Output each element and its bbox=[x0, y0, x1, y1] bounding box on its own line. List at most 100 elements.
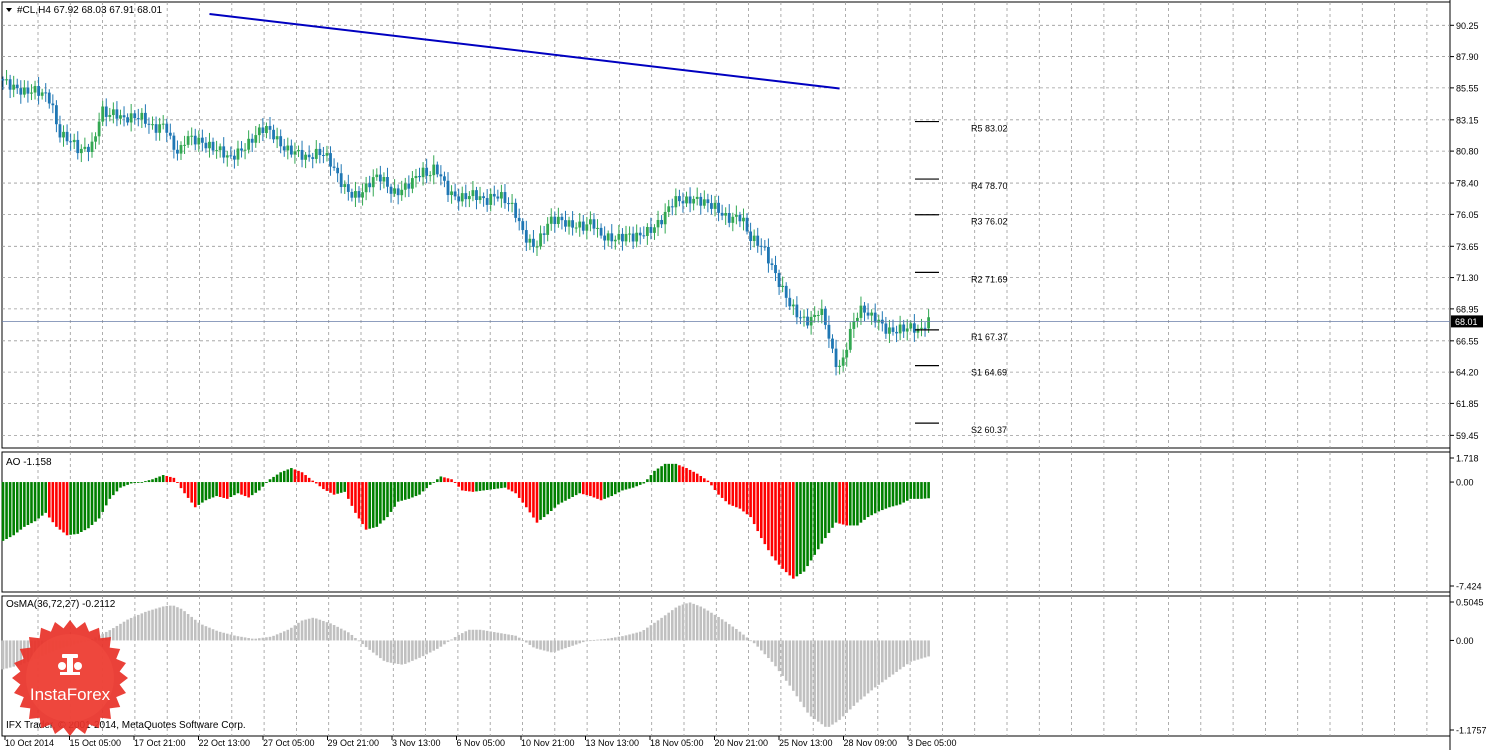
indicator-bar bbox=[293, 625, 297, 641]
candle-body bbox=[856, 317, 859, 322]
candle-body bbox=[97, 121, 101, 137]
candle-body bbox=[26, 87, 30, 94]
candle-body bbox=[119, 115, 122, 119]
candle-body bbox=[870, 312, 874, 316]
indicator-bar bbox=[727, 482, 731, 505]
candle-body bbox=[389, 186, 393, 194]
indicator-bar bbox=[172, 605, 176, 641]
trendline[interactable] bbox=[209, 12, 840, 90]
candle-body bbox=[197, 137, 201, 145]
price-tick-label: 76.05 bbox=[1456, 210, 1479, 220]
indicator-bar bbox=[624, 635, 628, 641]
indicator-bar bbox=[222, 632, 226, 641]
indicator-bar bbox=[393, 640, 396, 664]
candle-body bbox=[784, 285, 788, 298]
candle-body bbox=[144, 112, 147, 124]
candle-body bbox=[55, 105, 58, 125]
candle-body bbox=[532, 238, 535, 247]
indicator-bar bbox=[318, 619, 322, 641]
pivot-level-label: S1 64.69 bbox=[971, 368, 1007, 378]
indicator-bar bbox=[304, 619, 307, 641]
indicator-bar bbox=[927, 482, 930, 499]
indicator-bar bbox=[1, 640, 5, 670]
indicator-bar bbox=[539, 482, 542, 520]
indicator-bar bbox=[450, 639, 453, 641]
indicator-bar bbox=[76, 482, 80, 534]
indicator-bar bbox=[806, 640, 809, 713]
indicator-bar bbox=[233, 635, 236, 641]
indicator-tick-label: -1.1757 bbox=[1456, 726, 1487, 736]
candle-body bbox=[318, 148, 322, 155]
candle-body bbox=[692, 198, 696, 204]
dropdown-triangle-icon[interactable] bbox=[6, 8, 12, 12]
indicator-bar bbox=[571, 482, 574, 497]
candle-body bbox=[403, 183, 407, 190]
indicator-bar bbox=[891, 482, 895, 507]
indicator-bar bbox=[660, 466, 663, 483]
indicator-bar bbox=[638, 631, 642, 641]
candle-body bbox=[763, 246, 767, 248]
candle-body bbox=[556, 216, 560, 224]
indicator-bar bbox=[40, 482, 44, 516]
candle-body bbox=[553, 216, 557, 224]
indicator-bar bbox=[681, 466, 685, 483]
indicator-bar bbox=[507, 634, 510, 641]
candle-body bbox=[190, 135, 194, 137]
candle-body bbox=[923, 327, 927, 329]
indicator-bar bbox=[724, 621, 727, 641]
indicator-bar bbox=[485, 482, 489, 490]
indicator-bar bbox=[108, 630, 112, 641]
indicator-bar bbox=[795, 482, 799, 577]
indicator-bar bbox=[265, 482, 268, 483]
indicator-bar bbox=[403, 482, 407, 500]
candle-body bbox=[841, 357, 845, 366]
indicator-bar bbox=[806, 482, 809, 567]
indicator-bar bbox=[140, 613, 144, 641]
candle-body bbox=[752, 235, 756, 242]
candle-body bbox=[307, 154, 311, 158]
candle-body bbox=[774, 265, 777, 274]
time-tick-label: 22 Oct 13:00 bbox=[199, 738, 251, 748]
candle-body bbox=[500, 192, 503, 199]
indicator-bar bbox=[104, 482, 108, 506]
indicator-bar bbox=[621, 482, 624, 491]
time-tick-label: 17 Oct 21:00 bbox=[134, 738, 186, 748]
candle-body bbox=[589, 219, 592, 225]
candle-body bbox=[638, 232, 642, 236]
indicator-bar bbox=[304, 475, 307, 483]
indicator-bar bbox=[759, 640, 763, 651]
indicator-bar bbox=[670, 463, 674, 483]
indicator-bar bbox=[414, 640, 418, 660]
candle-body bbox=[656, 219, 660, 228]
candle-body bbox=[745, 217, 749, 232]
candle-body bbox=[122, 115, 126, 118]
indicator-bar bbox=[514, 635, 517, 641]
candle-body bbox=[834, 348, 838, 368]
indicator-bar bbox=[866, 482, 870, 518]
candle-body bbox=[375, 174, 379, 178]
indicator-bar bbox=[492, 482, 496, 490]
indicator-bar bbox=[873, 640, 877, 688]
indicator-bar bbox=[58, 482, 62, 530]
candle-body bbox=[325, 153, 329, 156]
candle-body bbox=[346, 184, 350, 192]
indicator-bar bbox=[268, 479, 272, 483]
indicator-bar bbox=[667, 463, 671, 483]
candle-body bbox=[407, 183, 411, 189]
indicator-bar bbox=[279, 632, 282, 641]
indicator-bar bbox=[411, 482, 414, 498]
candle-body bbox=[268, 126, 272, 130]
indicator-bar bbox=[225, 633, 229, 641]
indicator-bar bbox=[784, 482, 788, 573]
indicator-bar bbox=[614, 637, 617, 641]
indicator-bar bbox=[197, 482, 201, 505]
candle-body bbox=[791, 304, 795, 307]
candle-body bbox=[660, 219, 663, 225]
indicator-tick-label: 0.00 bbox=[1456, 636, 1474, 646]
candle-body bbox=[168, 132, 172, 136]
candle-body bbox=[734, 214, 738, 217]
indicator-bar bbox=[824, 482, 827, 539]
candle-body bbox=[649, 227, 653, 233]
indicator-bar bbox=[916, 482, 920, 499]
